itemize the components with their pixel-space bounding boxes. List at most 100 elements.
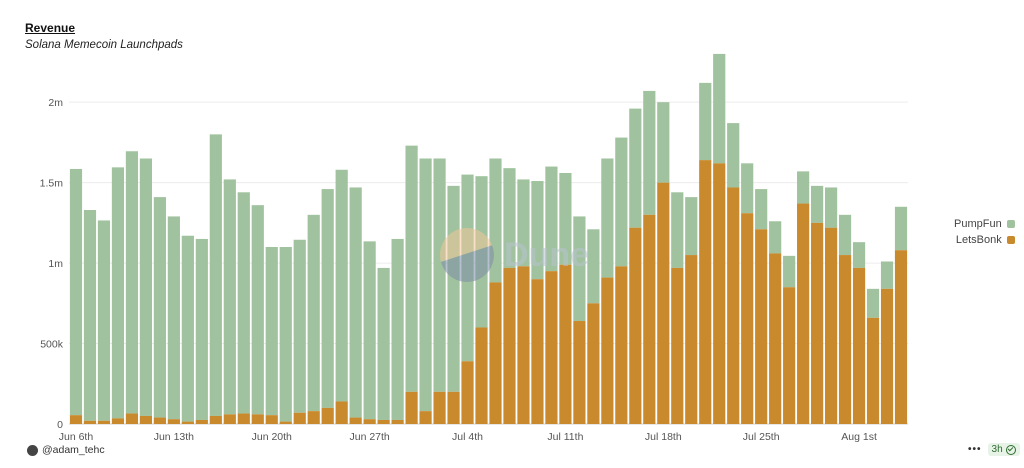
bar-pumpfun[interactable] [838,214,852,256]
bar-letsbonk[interactable] [223,414,236,424]
bar-pumpfun[interactable] [363,241,376,420]
bar-pumpfun[interactable] [699,82,712,161]
bar-letsbonk[interactable] [825,227,838,424]
bar-pumpfun[interactable] [97,220,111,421]
bar-letsbonk[interactable] [713,163,726,424]
bar-pumpfun[interactable] [139,158,152,416]
bar-letsbonk[interactable] [139,415,152,424]
bar-letsbonk[interactable] [251,414,264,424]
bar-letsbonk[interactable] [894,250,908,424]
bar-pumpfun[interactable] [279,247,292,422]
bar-pumpfun[interactable] [615,137,628,267]
bar-letsbonk[interactable] [307,411,320,424]
bar-pumpfun[interactable] [265,247,278,416]
bar-letsbonk[interactable] [727,187,740,424]
bar-pumpfun[interactable] [293,239,306,413]
bar-letsbonk[interactable] [517,266,530,424]
bar-letsbonk[interactable] [349,417,362,424]
bar-pumpfun[interactable] [209,134,222,416]
bar-letsbonk[interactable] [377,419,390,424]
author-credit[interactable]: @adam_tehc [27,444,105,456]
bar-pumpfun[interactable] [601,158,614,278]
bar-pumpfun[interactable] [307,214,320,412]
bar-letsbonk[interactable] [433,391,446,424]
bar-pumpfun[interactable] [461,174,474,362]
bar-letsbonk[interactable] [685,255,698,424]
bar-letsbonk[interactable] [237,413,250,424]
bar-letsbonk[interactable] [769,253,782,424]
bar-letsbonk[interactable] [866,317,880,424]
bar-pumpfun[interactable] [503,168,516,268]
bar-letsbonk[interactable] [741,213,754,424]
bar-letsbonk[interactable] [629,227,642,424]
bar-letsbonk[interactable] [601,277,614,424]
bar-pumpfun[interactable] [643,90,656,215]
bar-pumpfun[interactable] [825,187,838,228]
legend-item-pumpfun[interactable]: PumpFun [954,216,1015,232]
bar-pumpfun[interactable] [475,176,488,328]
bar-pumpfun[interactable] [83,209,97,421]
bar-letsbonk[interactable] [475,327,488,424]
bar-pumpfun[interactable] [195,238,208,420]
bar-letsbonk[interactable] [97,420,111,424]
bar-pumpfun[interactable] [866,288,880,318]
bar-letsbonk[interactable] [797,203,810,424]
bar-letsbonk[interactable] [335,401,348,424]
bar-pumpfun[interactable] [894,206,908,251]
bar-pumpfun[interactable] [587,229,600,304]
bar-pumpfun[interactable] [237,192,250,414]
bar-pumpfun[interactable] [755,189,768,230]
bar-pumpfun[interactable] [852,242,866,268]
bar-pumpfun[interactable] [223,179,236,415]
bar-letsbonk[interactable] [699,160,712,425]
bar-letsbonk[interactable] [209,415,222,424]
bar-pumpfun[interactable] [811,185,824,223]
bar-letsbonk[interactable] [838,255,852,424]
bar-letsbonk[interactable] [671,267,684,424]
bar-letsbonk[interactable] [783,287,796,424]
more-options-button[interactable]: ••• [968,444,982,455]
bar-pumpfun[interactable] [769,221,782,254]
bar-pumpfun[interactable] [517,179,530,267]
bar-letsbonk[interactable] [167,419,180,424]
bar-pumpfun[interactable] [433,158,446,392]
bar-letsbonk[interactable] [447,391,460,424]
bar-letsbonk[interactable] [587,303,600,424]
bar-pumpfun[interactable] [321,189,334,408]
bar-letsbonk[interactable] [573,321,586,424]
bar-pumpfun[interactable] [251,205,264,415]
bar-pumpfun[interactable] [111,167,125,419]
bar-pumpfun[interactable] [671,192,684,268]
bar-letsbonk[interactable] [321,407,334,424]
bar-letsbonk[interactable] [125,413,139,424]
bar-letsbonk[interactable] [643,214,656,424]
bar-letsbonk[interactable] [531,279,544,424]
bar-letsbonk[interactable] [503,267,516,424]
bar-letsbonk[interactable] [153,417,166,424]
bar-letsbonk[interactable] [363,419,376,424]
bar-letsbonk[interactable] [293,412,306,424]
bar-letsbonk[interactable] [852,267,866,424]
legend-item-letsbonk[interactable]: LetsBonk [954,232,1015,248]
bar-pumpfun[interactable] [489,158,502,283]
bar-pumpfun[interactable] [335,169,348,402]
bar-letsbonk[interactable] [279,421,292,424]
bar-pumpfun[interactable] [685,197,698,256]
bar-pumpfun[interactable] [797,171,810,204]
bar-pumpfun[interactable] [783,255,796,288]
bar-pumpfun[interactable] [419,158,432,412]
bar-letsbonk[interactable] [559,264,572,424]
bar-pumpfun[interactable] [447,185,460,392]
bar-letsbonk[interactable] [657,182,670,424]
bar-pumpfun[interactable] [559,172,572,265]
bar-pumpfun[interactable] [573,216,586,322]
bar-pumpfun[interactable] [349,187,362,418]
bar-letsbonk[interactable] [419,411,432,424]
bar-letsbonk[interactable] [83,420,97,424]
bar-pumpfun[interactable] [713,53,726,164]
bar-letsbonk[interactable] [811,222,824,424]
bar-letsbonk[interactable] [615,266,628,424]
bar-letsbonk[interactable] [391,419,404,424]
bar-letsbonk[interactable] [545,271,558,424]
bar-pumpfun[interactable] [69,168,83,416]
